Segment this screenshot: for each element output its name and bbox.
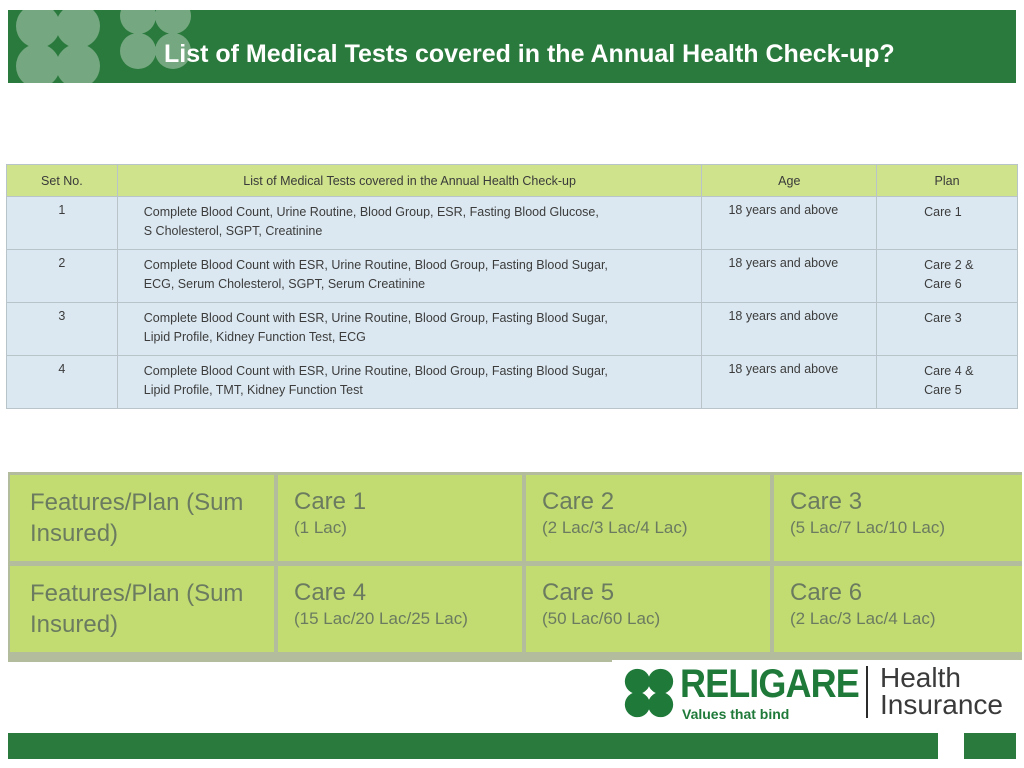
plan-cell: Care 4 (15 Lac/20 Lac/25 Lac) <box>278 566 522 652</box>
logo-brand-name: RELIGARE <box>680 662 860 706</box>
plan-cell: Care 3 (5 Lac/7 Lac/10 Lac) <box>774 475 1022 561</box>
age-text: 18 years and above <box>728 309 839 323</box>
plan-sum-insured: (15 Lac/20 Lac/25 Lac) <box>294 609 468 628</box>
plan-name: Care 3 <box>790 488 863 515</box>
features-plan-table: Features/Plan (Sum Insured) Care 1 (1 La… <box>8 472 1022 662</box>
header-plan: Plan <box>876 164 1018 197</box>
plan-sum-insured: (2 Lac/3 Lac/4 Lac) <box>790 609 936 628</box>
clover-icon <box>624 668 674 718</box>
page-title: List of Medical Tests covered in the Ann… <box>164 40 895 68</box>
tests-line: ECG, Serum Cholesterol, SGPT, Serum Crea… <box>143 277 426 291</box>
age-text: 18 years and above <box>728 256 839 270</box>
table-row: 3 Complete Blood Count with ESR, Urine R… <box>6 302 1018 356</box>
plan-name: Care 2 <box>542 488 615 515</box>
header-set-no: Set No. <box>6 164 118 197</box>
features-label-cell: Features/Plan (Sum Insured) <box>10 475 274 561</box>
plan-sum-insured: (2 Lac/3 Lac/4 Lac) <box>542 518 688 537</box>
cell-plan: Care 4 & Care 5 <box>876 355 1018 409</box>
tests-line: Lipid Profile, TMT, Kidney Function Test <box>143 383 363 397</box>
table-row: 1 Complete Blood Count, Urine Routine, B… <box>6 196 1018 250</box>
plan-sum-insured: (50 Lac/60 Lac) <box>542 609 661 628</box>
tests-line: Complete Blood Count with ESR, Urine Rou… <box>143 311 608 325</box>
cell-age: 18 years and above <box>701 355 878 409</box>
cell-plan: Care 3 <box>876 302 1018 356</box>
age-text: 18 years and above <box>728 203 839 217</box>
plan-line: Care 5 <box>924 383 962 397</box>
table-header-row: Set No. List of Medical Tests covered in… <box>6 164 1018 197</box>
features-label-cell: Features/Plan (Sum Insured) <box>10 566 274 652</box>
plan-cell: Care 6 (2 Lac/3 Lac/4 Lac) <box>774 566 1022 652</box>
cell-set-no: 3 <box>6 302 118 356</box>
cell-tests: Complete Blood Count with ESR, Urine Rou… <box>116 355 703 409</box>
cell-tests: Complete Blood Count with ESR, Urine Rou… <box>116 302 703 356</box>
plan-name: Care 4 <box>294 579 367 606</box>
logo-divider <box>866 666 868 718</box>
header-age: Age <box>701 164 878 197</box>
plan-name: Care 5 <box>542 579 615 606</box>
features-label-line: Insured) <box>30 520 119 547</box>
tests-line: Complete Blood Count with ESR, Urine Rou… <box>143 258 608 272</box>
footer-bar-end <box>964 733 1016 759</box>
cell-tests: Complete Blood Count, Urine Routine, Blo… <box>116 196 703 250</box>
plan-line: Care 4 & <box>924 364 974 378</box>
logo-product-line: Health <box>880 662 961 693</box>
cell-age: 18 years and above <box>701 249 878 303</box>
table-row: 4 Complete Blood Count with ESR, Urine R… <box>6 355 1018 409</box>
header-tests: List of Medical Tests covered in the Ann… <box>116 164 703 197</box>
plan-line: Care 6 <box>924 277 962 291</box>
logo-tagline: Values that bind <box>682 706 790 722</box>
plan-name: Care 1 <box>294 488 367 515</box>
footer-bar <box>8 733 938 759</box>
religare-logo: RELIGARE Values that bind Health Insuran… <box>612 660 1024 730</box>
cell-tests: Complete Blood Count with ESR, Urine Rou… <box>116 249 703 303</box>
plan-cell: Care 2 (2 Lac/3 Lac/4 Lac) <box>526 475 770 561</box>
cell-age: 18 years and above <box>701 196 878 250</box>
medical-tests-table: Set No. List of Medical Tests covered in… <box>6 164 1018 409</box>
features-row: Features/Plan (Sum Insured) Care 4 (15 L… <box>8 566 1022 652</box>
cell-set-no: 1 <box>6 196 118 250</box>
tests-line: Complete Blood Count with ESR, Urine Rou… <box>143 364 608 378</box>
plan-cell: Care 1 (1 Lac) <box>278 475 522 561</box>
cell-set-no: 2 <box>6 249 118 303</box>
cell-set-no: 4 <box>6 355 118 409</box>
tests-line: S Cholesterol, SGPT, Creatinine <box>143 224 323 238</box>
plan-sum-insured: (1 Lac) <box>294 518 347 537</box>
plan-name: Care 6 <box>790 579 863 606</box>
cell-plan: Care 2 & Care 6 <box>876 249 1018 303</box>
plan-line: Care 1 <box>924 205 962 219</box>
tests-line: Lipid Profile, Kidney Function Test, ECG <box>143 330 366 344</box>
features-label-line: Features/Plan (Sum <box>30 580 244 607</box>
age-text: 18 years and above <box>728 362 839 376</box>
plan-sum-insured: (5 Lac/7 Lac/10 Lac) <box>790 518 945 537</box>
table-row: 2 Complete Blood Count with ESR, Urine R… <box>6 249 1018 303</box>
title-bar: List of Medical Tests covered in the Ann… <box>8 10 1016 83</box>
features-label-line: Features/Plan (Sum <box>30 489 244 516</box>
logo-product-name: Health Insurance <box>880 662 1003 720</box>
plan-cell: Care 5 (50 Lac/60 Lac) <box>526 566 770 652</box>
features-row: Features/Plan (Sum Insured) Care 1 (1 La… <box>8 475 1022 561</box>
plan-line: Care 3 <box>924 311 962 325</box>
tests-line: Complete Blood Count, Urine Routine, Blo… <box>143 205 599 219</box>
clover-watermark-icon <box>16 10 191 83</box>
cell-age: 18 years and above <box>701 302 878 356</box>
features-label-line: Insured) <box>30 611 119 638</box>
cell-plan: Care 1 <box>876 196 1018 250</box>
plan-line: Care 2 & <box>924 258 974 272</box>
logo-product-line: Insurance <box>880 689 1003 720</box>
